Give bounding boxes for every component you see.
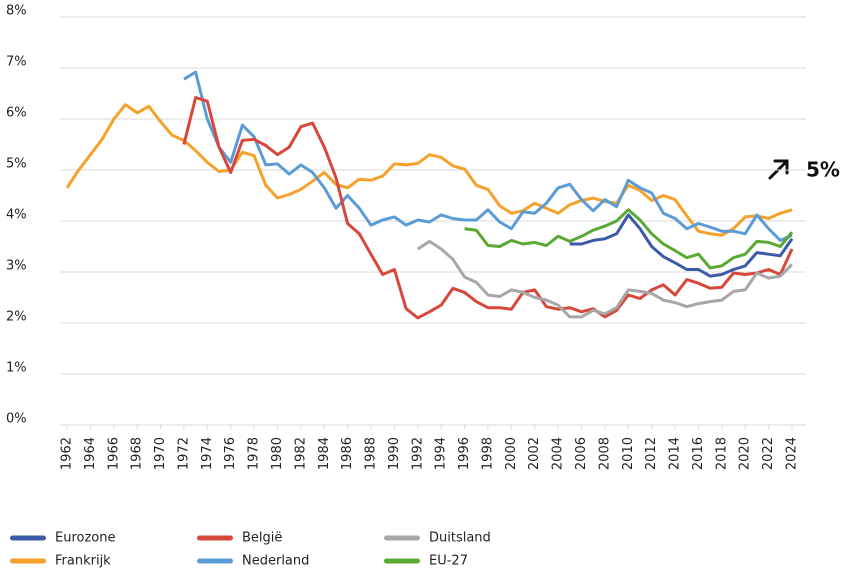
x-tick-label: 1968 xyxy=(130,437,145,470)
series-line xyxy=(464,208,794,270)
x-tick-label: 2000 xyxy=(504,437,519,470)
x-tick-label: 1994 xyxy=(434,437,449,470)
x-tick-label: 2024 xyxy=(785,437,800,470)
legend-swatch xyxy=(197,535,233,541)
legend-label: België xyxy=(242,531,282,546)
series-line xyxy=(65,103,793,237)
legend-swatch xyxy=(384,558,420,564)
x-tick-label: 2012 xyxy=(644,437,659,470)
x-tick-label: 1986 xyxy=(340,437,355,470)
y-tick-label: 3% xyxy=(6,259,27,274)
x-tick-label: 2018 xyxy=(714,437,729,470)
x-tick-label: 2022 xyxy=(761,437,776,470)
y-tick-label: 2% xyxy=(6,310,27,325)
legend-label: EU-27 xyxy=(429,554,468,569)
y-tick-label: 0% xyxy=(6,412,27,427)
series-line xyxy=(416,239,794,319)
legend-label: Nederland xyxy=(242,554,309,569)
x-tick-label: 1976 xyxy=(223,437,238,470)
x-tick-label: 2002 xyxy=(527,437,542,470)
x-tick-label: 2016 xyxy=(691,437,706,470)
legend-swatch xyxy=(10,558,46,564)
x-tick-label: 2006 xyxy=(574,437,589,470)
y-tick-label: 5% xyxy=(6,157,27,172)
series-line xyxy=(183,70,793,242)
x-tick-label: 1996 xyxy=(457,437,472,470)
y-tick-label: 1% xyxy=(6,361,27,376)
x-tick-label: 2004 xyxy=(551,437,566,470)
y-tick-label: 7% xyxy=(6,55,27,70)
y-tick-label: 6% xyxy=(6,106,27,121)
y-tick-label: 4% xyxy=(6,208,27,223)
x-tick-label: 1966 xyxy=(106,437,121,470)
y-tick-label: 8% xyxy=(6,4,27,19)
x-tick-label: 1980 xyxy=(270,437,285,470)
x-tick-label: 2014 xyxy=(668,437,683,470)
legend-swatch xyxy=(10,535,46,541)
x-tick-label: 1988 xyxy=(364,437,379,470)
legend-label: Frankrijk xyxy=(55,554,111,569)
x-tick-label: 2008 xyxy=(597,437,612,470)
series-line xyxy=(569,213,794,278)
legend-label: Eurozone xyxy=(55,531,115,546)
series-line xyxy=(182,96,794,320)
x-tick-label: 1978 xyxy=(247,437,262,470)
annotation: 5% xyxy=(806,158,840,182)
x-tick-label: 1990 xyxy=(387,437,402,470)
x-tick-label: 2020 xyxy=(738,437,753,470)
x-tick-label: 1984 xyxy=(317,437,332,470)
legend-swatch xyxy=(384,535,420,541)
legend-swatch xyxy=(197,558,233,564)
x-tick-label: 1970 xyxy=(153,437,168,470)
x-tick-label: 1992 xyxy=(410,437,425,470)
x-tick-label: 1962 xyxy=(60,437,75,470)
x-tick-label: 1982 xyxy=(293,437,308,470)
legend-label: Duitsland xyxy=(429,531,491,546)
x-tick-label: 1998 xyxy=(480,437,495,470)
x-tick-label: 2010 xyxy=(621,437,636,470)
x-tick-label: 1972 xyxy=(176,437,191,470)
x-tick-label: 1964 xyxy=(83,437,98,470)
x-tick-label: 1974 xyxy=(200,437,215,470)
